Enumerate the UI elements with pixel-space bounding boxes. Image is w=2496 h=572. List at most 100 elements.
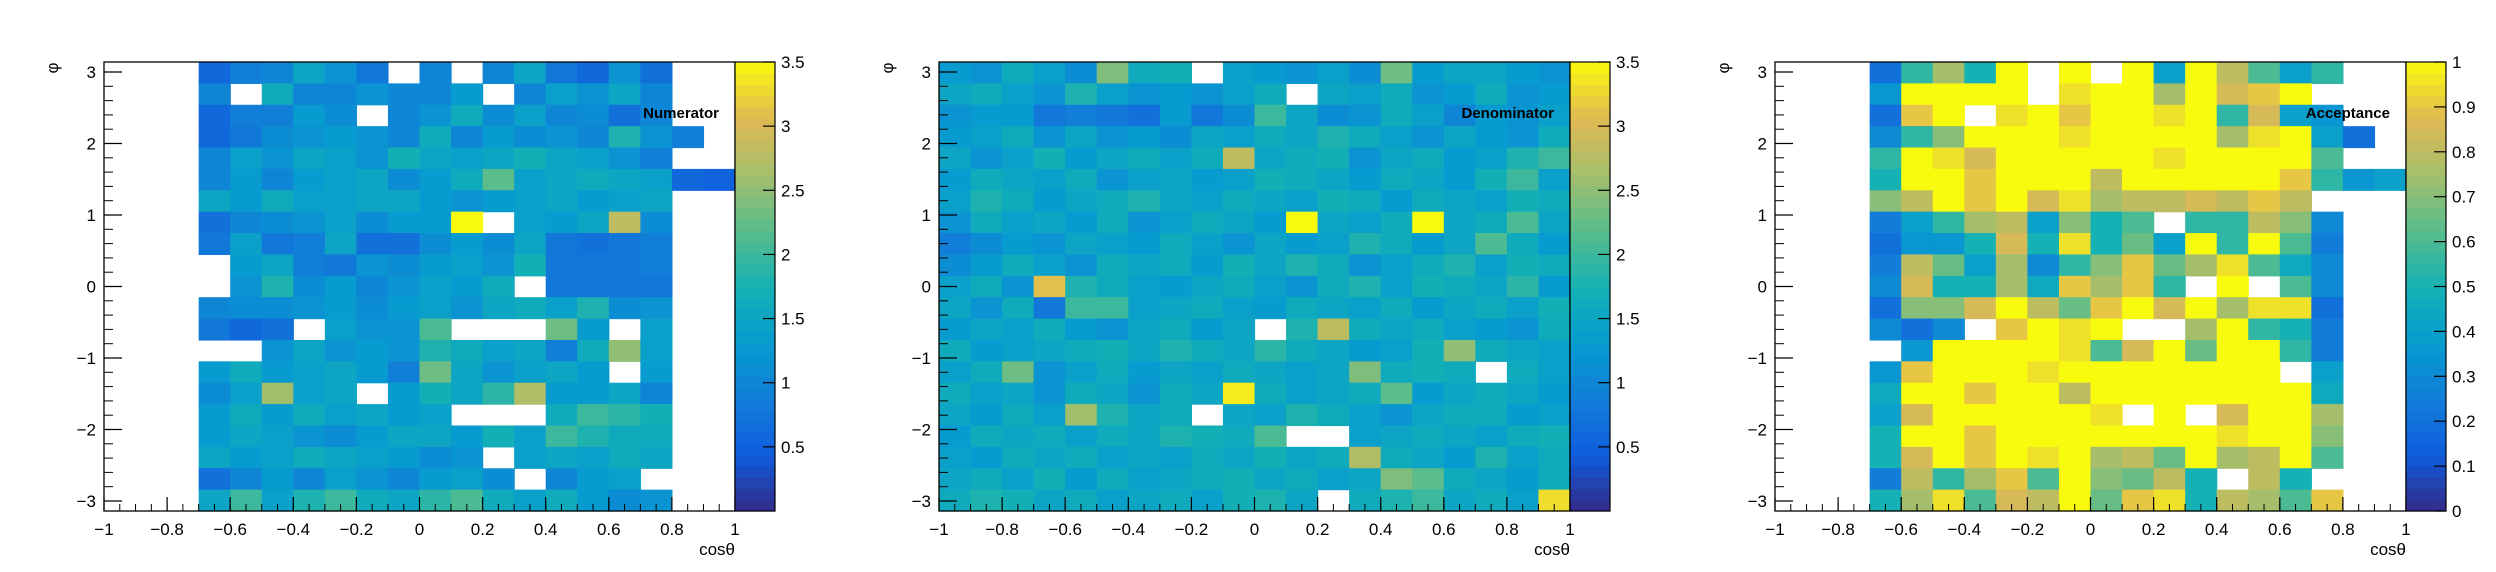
heatmap-cell	[482, 361, 515, 384]
heatmap-cell	[1254, 404, 1287, 427]
heatmap-cell	[2058, 361, 2092, 384]
heatmap-cell	[324, 147, 357, 170]
heatmap-cell	[939, 468, 972, 491]
heatmap-cells	[198, 62, 736, 512]
color-scale-step	[2406, 454, 2446, 467]
y-tick-label: 1	[87, 206, 96, 225]
y-tick-label: −2	[1748, 420, 1767, 439]
heatmap-cell	[1033, 168, 1066, 191]
heatmap-cell	[1932, 126, 1965, 149]
heatmap-cell	[1869, 104, 1902, 127]
heatmap-cell	[2058, 382, 2092, 405]
heatmap-cell	[1033, 339, 1066, 362]
heatmap-cell	[482, 254, 515, 277]
heatmap-cell	[293, 468, 326, 491]
heatmap-cell	[1932, 83, 1965, 106]
heatmap-cell	[545, 404, 578, 427]
heatmap-cell	[482, 339, 515, 362]
heatmap-cell	[514, 425, 547, 448]
heatmap-cell	[419, 489, 452, 512]
heatmap-cell	[608, 425, 641, 448]
heatmap-cell	[1002, 83, 1035, 106]
heatmap-cell	[2248, 318, 2281, 341]
heatmap-cell	[482, 275, 515, 298]
heatmap-cell	[1128, 168, 1161, 191]
heatmap-cell	[1286, 190, 1319, 213]
heatmap-cell	[2185, 382, 2218, 405]
heatmap-cell	[387, 297, 421, 320]
x-tick-label: 0	[1250, 520, 1259, 539]
z-tick-label: 2	[1616, 245, 1625, 264]
heatmap-cell	[356, 190, 389, 213]
heatmap-cell	[419, 211, 452, 234]
heatmap-cell	[1096, 404, 1129, 427]
heatmap-cell	[514, 382, 547, 405]
heatmap-cell	[1128, 489, 1161, 512]
heatmap-cell	[1065, 147, 1098, 170]
heatmap-cell	[2027, 190, 2060, 213]
heatmap-cell	[1995, 147, 2028, 170]
heatmap-cell	[577, 382, 610, 405]
heatmap-cell	[356, 233, 389, 256]
x-tick-label: −0.2	[1175, 520, 1209, 539]
heatmap-cell	[1412, 489, 1445, 512]
heatmap-cell	[1002, 404, 1035, 427]
heatmap-cell	[1159, 297, 1192, 320]
heatmap-cell	[2216, 62, 2249, 84]
heatmap-cell	[1475, 404, 1508, 427]
heatmap-cell	[514, 446, 547, 469]
color-scale-step	[1570, 331, 1610, 344]
heatmap-cell	[1065, 190, 1098, 213]
z-tick-label: 0.2	[2452, 412, 2476, 431]
heatmap-cell	[1128, 254, 1161, 277]
heatmap-cell	[514, 104, 547, 127]
heatmap-cell	[1443, 104, 1476, 127]
heatmap-cell	[1159, 168, 1192, 191]
heatmap-cell	[1096, 104, 1129, 127]
heatmap-cell	[1412, 126, 1445, 149]
heatmap-cell	[970, 104, 1003, 127]
heatmap-cell	[261, 104, 294, 127]
heatmap-cell	[1065, 62, 1098, 84]
heatmap-cell	[1869, 83, 1902, 106]
heatmap-cell	[1506, 446, 1540, 469]
heatmap-cell	[608, 339, 641, 362]
heatmap-cell	[1475, 254, 1508, 277]
heatmap-cell	[419, 339, 452, 362]
heatmap-cell	[324, 468, 357, 491]
heatmap-cell	[1033, 233, 1066, 256]
heatmap-cell	[261, 361, 294, 384]
heatmap-cell	[1159, 446, 1192, 469]
heatmap-cell	[387, 233, 421, 256]
heatmap-cell	[1964, 211, 1997, 234]
y-tick-label: −1	[77, 349, 96, 368]
color-scale-frame	[734, 61, 776, 512]
heatmap-cell	[1380, 275, 1413, 298]
heatmap-cell	[545, 211, 578, 234]
heatmap-cell	[2311, 254, 2344, 277]
heatmap-cell	[2090, 211, 2123, 234]
heatmap-cell	[577, 147, 610, 170]
heatmap-cell	[2027, 468, 2060, 491]
heatmap-cell	[1380, 233, 1413, 256]
heatmap-cell	[1286, 318, 1319, 341]
heatmap-cell	[230, 425, 263, 448]
heatmap-cell	[1286, 168, 1319, 191]
heatmap-cell	[387, 404, 421, 427]
heatmap-cell	[1901, 339, 1934, 362]
heatmap-cell	[577, 361, 610, 384]
heatmap-cell	[1349, 489, 1382, 512]
heatmap-cell	[1065, 382, 1098, 405]
heatmap-cell	[2090, 126, 2123, 149]
z-tick-label: 3.5	[1616, 53, 1640, 72]
heatmap-cell	[419, 468, 452, 491]
heatmap-cell	[451, 211, 484, 234]
color-scale-step	[1570, 241, 1610, 254]
heatmap-cell	[1964, 446, 1997, 469]
heatmap-cell	[1033, 361, 1066, 384]
x-axis-label: cosθ	[699, 540, 735, 559]
heatmap-cell	[1932, 382, 1965, 405]
heatmap-cell	[939, 446, 972, 469]
color-scale-step	[735, 398, 775, 411]
heatmap-cell	[1475, 62, 1508, 84]
